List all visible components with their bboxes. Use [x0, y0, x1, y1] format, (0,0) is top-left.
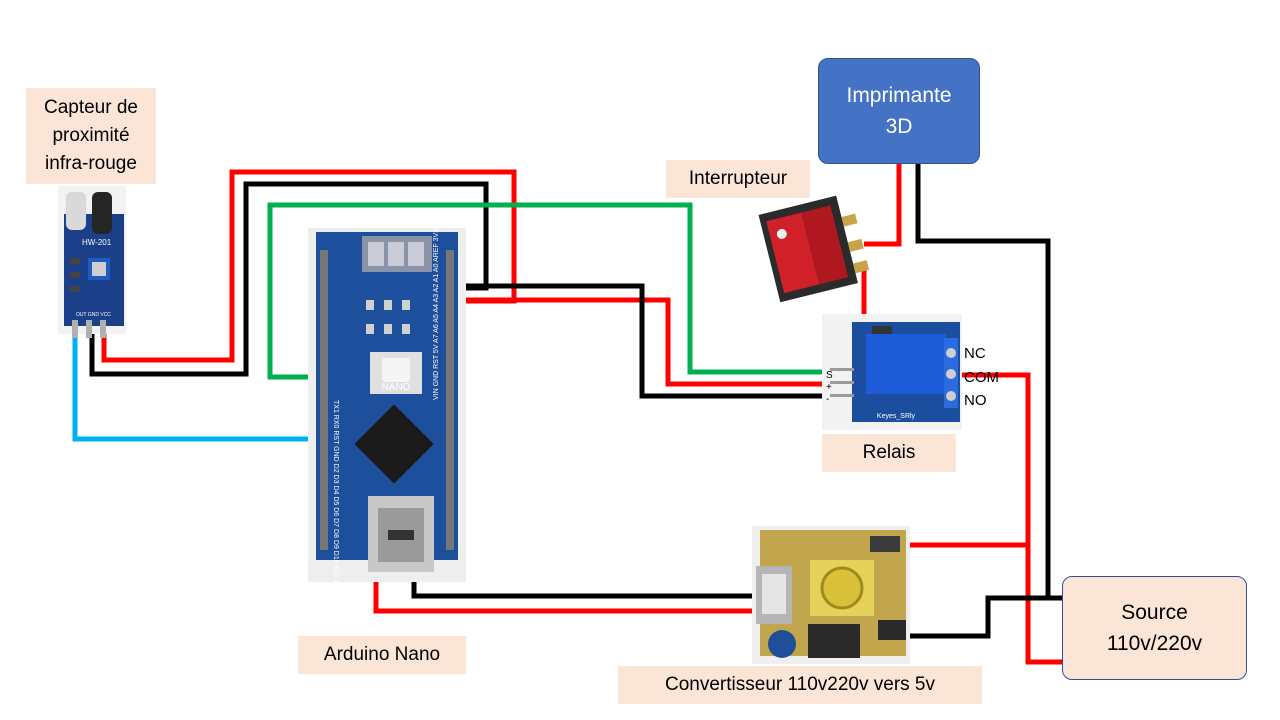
printer-line-2: 3D	[885, 115, 913, 138]
sensor-label: Capteur de proximité infra-rouge	[26, 88, 156, 184]
source-box: Source 110v/220v	[1062, 576, 1247, 680]
wire-black-converter-source	[908, 595, 1048, 639]
relay-label: Relais	[822, 434, 956, 472]
relay-label-text: Relais	[862, 442, 916, 463]
relay-pin-plus: +	[826, 382, 832, 393]
rocker-switch	[758, 195, 870, 303]
nano-logo-text: NANO	[382, 382, 411, 393]
relay-no-label: NO	[964, 392, 987, 409]
nano-top-pin-labels: TX1 RX0 RST GND D2 D3 D4 D5 D6 D7 D8 D9 …	[332, 400, 339, 593]
wire-red-printer-switch	[864, 160, 902, 247]
relay-com-label: COM	[964, 369, 999, 386]
source-line-1: Source	[1121, 601, 1188, 624]
converter-label: Convertisseur 110v220v vers 5v	[618, 666, 982, 704]
wire-blue-sensor-out	[72, 335, 340, 442]
wire-green-signal	[267, 202, 830, 380]
wire-red-converter-usb	[373, 570, 752, 614]
wire-black-relay-minus	[460, 283, 830, 399]
arduino-label: Arduino Nano	[298, 636, 466, 674]
wire-red-relay-plus	[460, 297, 830, 387]
ir-sensor-module: HW-201 OUT GND VCC	[58, 186, 126, 338]
arduino-label-text: Arduino Nano	[323, 644, 441, 665]
converter-label-text: Convertisseur 110v220v vers 5v	[665, 674, 935, 695]
relay-module: Keyes_SRly S + - NC COM NO	[822, 314, 999, 430]
sensor-label-line-1: Capteur de	[43, 97, 138, 118]
wire-red-com-source	[962, 372, 1062, 665]
sensor-label-line-3: infra-rouge	[45, 153, 137, 174]
switch-label-text: Interrupteur	[688, 168, 788, 189]
printer-box: Imprimante 3D	[818, 58, 980, 164]
converter-board	[752, 526, 910, 664]
arduino-nano-board: NANO TX1 RX0 RST GND D2 D3 D4 D5 D6 D7 D…	[308, 214, 466, 593]
relay-pin-s: S	[826, 370, 833, 381]
source-line-2: 110v/220v	[1106, 632, 1203, 655]
sensor-model-text: HW-201	[82, 238, 112, 247]
printer-line-1: Imprimante	[846, 84, 952, 107]
relay-nc-label: NC	[964, 345, 986, 362]
relay-pin-minus: -	[826, 394, 829, 405]
sensor-pins-text: OUT GND VCC	[76, 312, 111, 318]
switch-label: Interrupteur	[666, 160, 810, 198]
sensor-label-line-2: proximité	[52, 125, 130, 146]
wire-black-printer-source	[915, 160, 1062, 601]
relay-brand-text: Keyes_SRly	[877, 413, 916, 420]
nano-bottom-pin-labels: VIN GND RST 5V A7 A6 A5 A4 A3 A2 A1 A0 A…	[433, 214, 440, 400]
